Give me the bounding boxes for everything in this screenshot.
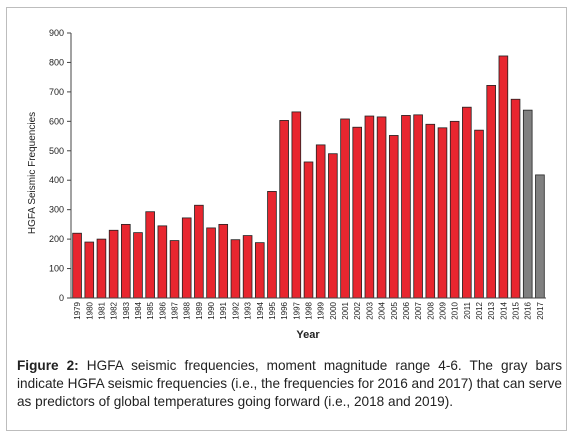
figure-caption-label: Figure 2: [17, 358, 79, 373]
bar-1989 [194, 204, 204, 299]
bar-1984 [133, 232, 143, 299]
y-tick-label: 700 [49, 87, 64, 97]
x-tick-label: 2006 [402, 301, 411, 319]
bar-1986 [157, 225, 168, 299]
bar-1993 [242, 235, 253, 299]
x-tick-label: 2002 [353, 301, 362, 319]
bar-2017 [535, 174, 545, 299]
y-tick-label: 0 [59, 293, 64, 303]
y-tick-label: 500 [49, 146, 64, 156]
x-tick-label: 2009 [438, 301, 447, 319]
bar-2016 [522, 109, 533, 299]
bar-2005 [388, 135, 399, 299]
x-tick-label: 2013 [487, 301, 496, 319]
x-tick-label: 2003 [365, 301, 374, 319]
figure-caption-text: HGFA seismic frequencies, moment magnitu… [17, 358, 563, 409]
x-tick-label: 1993 [244, 301, 253, 319]
bar-1988 [181, 217, 192, 299]
bar-2006 [401, 115, 411, 299]
y-tick-label: 400 [49, 175, 64, 185]
y-axis-label: HGFA Seismic Frequencies [27, 112, 38, 234]
bar-2008 [425, 123, 436, 299]
x-tick-label: 2005 [390, 301, 399, 319]
x-tick-label: 1999 [317, 301, 326, 319]
x-tick-label: 2016 [524, 301, 533, 319]
x-tick-label: 1985 [146, 301, 155, 319]
bar-1982 [108, 229, 119, 299]
x-tick-label: 1990 [207, 301, 216, 319]
x-tick-label: 1987 [171, 301, 180, 319]
bar-2004 [376, 116, 387, 299]
x-tick-label: 1983 [122, 301, 131, 319]
bar-1979 [72, 232, 82, 299]
bar-1985 [145, 211, 155, 299]
bar-2015 [510, 98, 521, 299]
x-tick-label: 2000 [329, 301, 338, 319]
x-axis-label: Year [296, 329, 320, 341]
x-tick-label: 1989 [195, 301, 204, 319]
bar-1983 [121, 223, 131, 299]
x-tick-label: 1984 [134, 301, 143, 319]
x-tick-label: 1982 [110, 301, 119, 319]
x-tick-label: 1992 [231, 301, 240, 319]
x-tick-label: 1979 [73, 301, 82, 319]
y-tick-label: 600 [49, 116, 64, 126]
x-tick-label: 2017 [536, 301, 545, 319]
x-tick-label: 1981 [97, 301, 106, 319]
bar-2012 [474, 129, 484, 299]
bar-2000 [328, 153, 338, 299]
bars [72, 55, 545, 299]
x-tick-label: 2007 [414, 301, 423, 319]
bar-1992 [230, 239, 241, 299]
bar-1997 [291, 111, 302, 299]
bar-2002 [352, 126, 363, 299]
y-tick-label: 200 [49, 234, 64, 244]
y-tick-label: 100 [49, 264, 64, 274]
x-tick-label: 2010 [451, 301, 460, 319]
bar-1999 [315, 144, 326, 299]
bar-2014 [498, 55, 509, 299]
x-tick-label: 2011 [463, 301, 472, 319]
figure-caption: Figure 2: HGFA seismic frequencies, mome… [17, 357, 562, 411]
x-tick-label: 1988 [183, 301, 192, 319]
x-tick-label: 1995 [268, 301, 277, 319]
x-tick-label: 1998 [305, 301, 314, 319]
bar-2003 [364, 115, 375, 299]
x-tick-label: 1991 [219, 301, 228, 319]
bar-2009 [437, 127, 448, 299]
bar-1995 [267, 191, 277, 299]
bar-1994 [254, 242, 265, 299]
y-tick-label: 800 [49, 57, 64, 67]
y-tick-label: 900 [49, 28, 64, 38]
bar-1991 [218, 223, 229, 299]
x-tick-label: 1980 [85, 301, 94, 319]
x-tick-label: 1997 [292, 301, 301, 319]
x-tick-label: 2012 [475, 301, 484, 319]
bar-2011 [462, 106, 472, 299]
x-axis: 1979 1980 1981 1982 1983 1984 1985 1986 1987 1988… [71, 297, 546, 320]
x-tick-label: 1994 [256, 301, 265, 319]
bar-2010 [449, 120, 460, 299]
bar-1996 [279, 120, 289, 299]
bar-1990 [206, 227, 216, 299]
bar-1987 [169, 240, 180, 299]
bar-1998 [303, 161, 314, 299]
y-axis: 0 100 200 300 400 500 600 700 800 900 [49, 28, 72, 303]
x-tick-label: 2015 [512, 301, 521, 319]
x-tick-label: 2014 [499, 301, 508, 319]
x-tick-label: 1996 [280, 301, 289, 319]
bar-1980 [84, 241, 95, 299]
y-tick-label: 300 [49, 205, 64, 215]
bar-1981 [96, 238, 107, 299]
bar-2013 [486, 85, 496, 299]
x-tick-label: 2001 [341, 301, 350, 319]
x-tick-label: 2004 [378, 301, 387, 319]
bar-2007 [413, 114, 423, 299]
figure-frame: 0 100 200 300 400 500 600 700 800 900 1979 1980 198… [6, 7, 567, 431]
bar-2001 [340, 118, 350, 299]
x-tick-label: 2008 [426, 301, 435, 319]
x-tick-label: 1986 [158, 301, 167, 319]
